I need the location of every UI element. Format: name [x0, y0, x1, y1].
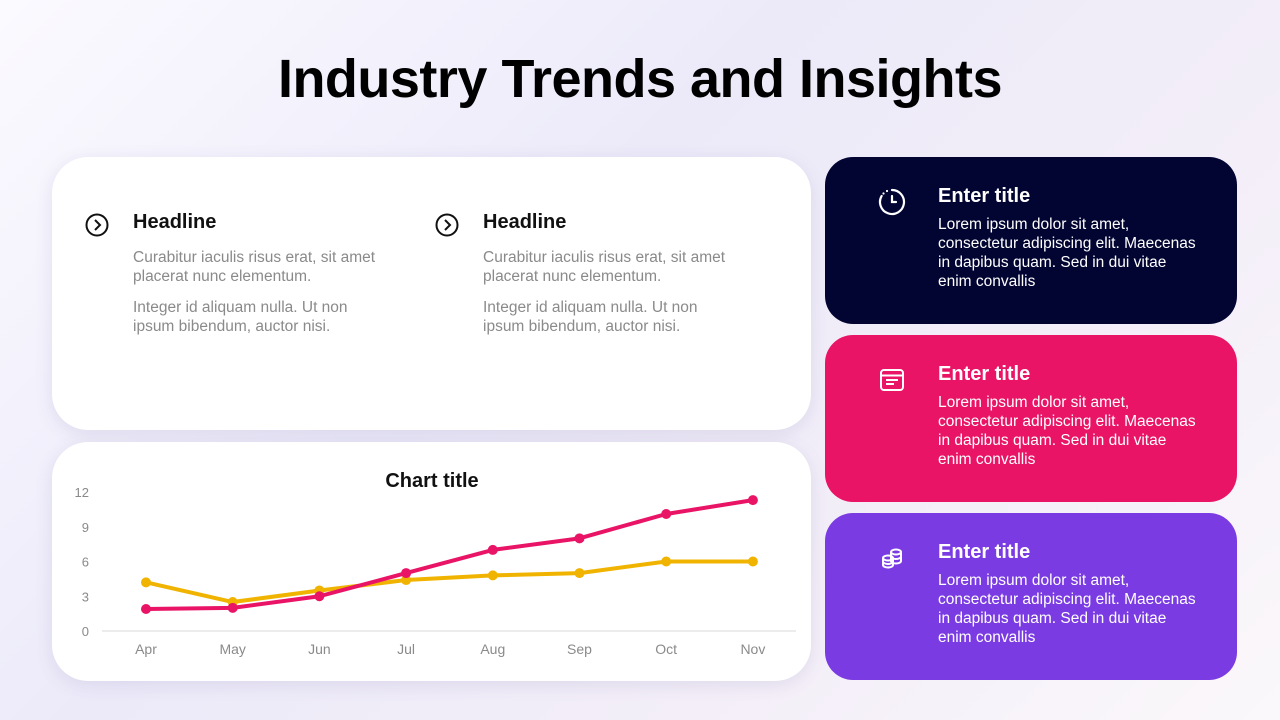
x-tick-label: Oct [655, 641, 677, 657]
x-tick-label: Sep [567, 641, 592, 657]
chart-card: Chart title 0 3 6 9 12 Apr May Jun Jul Aug Sep Oct N… [52, 442, 811, 681]
tile-text: Lorem ipsum dolor sit amet, consectetur … [938, 572, 1196, 646]
data-point [574, 533, 585, 544]
y-tick-label: 12 [75, 485, 89, 500]
info-tile: Enter title Lorem ipsum dolor sit amet, … [825, 513, 1237, 680]
data-point [141, 577, 151, 588]
x-tick-label: Aug [480, 641, 505, 657]
data-point [487, 570, 498, 581]
data-point [227, 602, 238, 613]
x-tick-label: May [219, 641, 245, 657]
timer-icon [878, 188, 906, 216]
headline: Headline [483, 211, 567, 233]
data-point [141, 603, 151, 614]
browser-window-icon [880, 369, 904, 391]
coins-icon [882, 548, 902, 569]
data-point [574, 568, 585, 579]
x-tick-label: Apr [135, 641, 157, 657]
data-point [747, 556, 758, 567]
headline: Headline [133, 211, 217, 233]
data-point [401, 568, 412, 579]
tile-title: Enter title [938, 363, 1031, 385]
data-point [747, 495, 758, 506]
x-tick-label: Jun [308, 641, 331, 657]
body-text: Integer id aliquam nulla. Ut non ipsum b… [483, 299, 698, 335]
series-line [145, 559, 753, 605]
body-text: Integer id aliquam nulla. Ut non ipsum b… [133, 299, 348, 335]
data-point [487, 544, 498, 555]
info-tile: Enter title Lorem ipsum dolor sit amet, … [825, 157, 1237, 324]
y-tick-label: 9 [82, 520, 89, 535]
headline-column: Headline Curabitur iaculis risus erat, s… [435, 211, 743, 348]
x-tick-label: Jul [397, 641, 415, 657]
x-tick-label: Nov [740, 641, 765, 657]
data-point [661, 556, 672, 567]
line-chart: 0 3 6 9 12 Apr May Jun Jul Aug Sep Oct Nov [75, 485, 796, 657]
body-text: Curabitur iaculis risus erat, sit amet p… [483, 249, 726, 285]
data-point [401, 575, 412, 586]
chart-title: Chart title [385, 470, 479, 492]
body-text: Curabitur iaculis risus erat, sit amet p… [133, 249, 376, 285]
chevron-right-circle-icon [435, 213, 459, 237]
tile-title: Enter title [938, 185, 1031, 207]
data-point [661, 509, 672, 520]
data-point [314, 591, 325, 602]
tile-text: Lorem ipsum dolor sit amet, consectetur … [938, 216, 1196, 290]
headline-column: Headline Curabitur iaculis risus erat, s… [85, 211, 393, 348]
y-tick-label: 6 [82, 555, 89, 570]
headlines-card: Headline Curabitur iaculis risus erat, s… [52, 157, 811, 430]
chevron-right-circle-icon [85, 213, 109, 237]
series-line [145, 498, 754, 611]
info-tile: Enter title Lorem ipsum dolor sit amet, … [825, 335, 1237, 502]
y-tick-label: 0 [82, 624, 89, 639]
tile-text: Lorem ipsum dolor sit amet, consectetur … [938, 394, 1196, 468]
y-tick-label: 3 [82, 589, 89, 604]
tile-title: Enter title [938, 541, 1031, 563]
page-title: Industry Trends and Insights [277, 49, 1003, 109]
